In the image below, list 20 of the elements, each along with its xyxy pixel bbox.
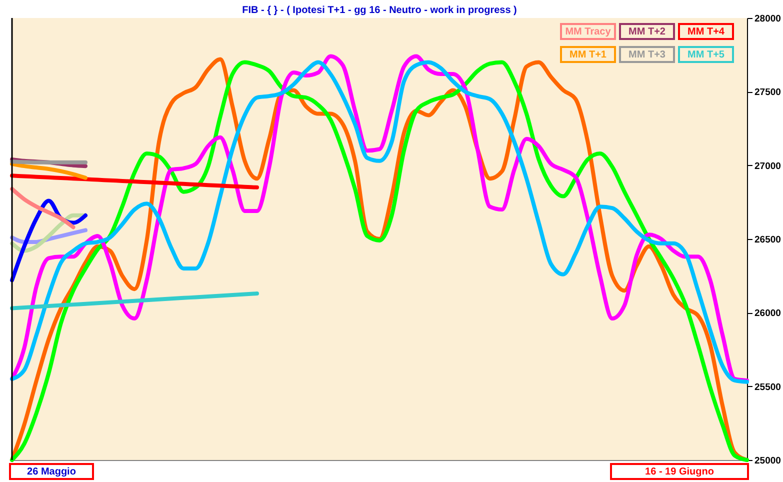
text: MM T+2: [628, 26, 666, 38]
line-series: [10, 162, 88, 180]
y-tick-label: 27000: [754, 160, 781, 172]
text: MM T+4: [688, 26, 725, 38]
text: MM T+3: [628, 50, 666, 60]
chart-title: FIB - { } - ( Ipotesi T+1 - gg 16 - Neutro - work in progress ): [242, 5, 517, 16]
text: MM Tracy: [565, 26, 612, 38]
y-tick-label: 26500: [754, 234, 781, 246]
y-tick-label: 28000: [754, 14, 781, 24]
y-tick-label: 26000: [754, 308, 781, 320]
line-series: [10, 174, 259, 190]
line-series: [10, 292, 259, 310]
y-tick-label: 27500: [754, 87, 781, 98]
y-tick-label: 25000: [754, 456, 781, 466]
line-series: [10, 186, 76, 230]
text: MM T+5: [688, 50, 725, 60]
y-tick-label: 25500: [754, 382, 781, 393]
text: 16 - 19 Giugno: [645, 466, 714, 478]
text: MM T+1: [570, 50, 607, 60]
text: 26 Maggio: [27, 466, 76, 478]
